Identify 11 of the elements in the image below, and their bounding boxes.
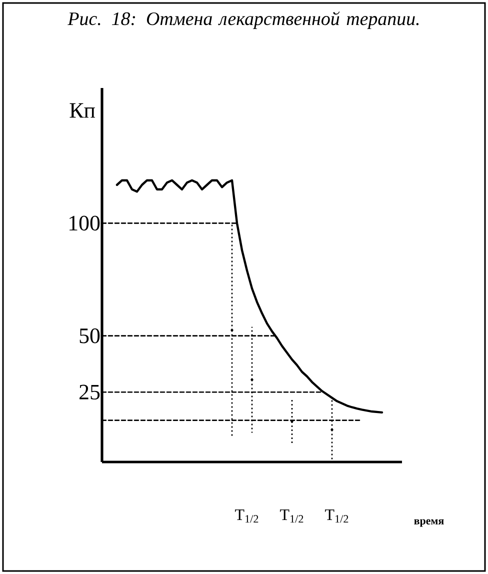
x-tick-label: T$_{1/2}$ (280, 510, 304, 523)
chart-title: Рис. 18: Отмена лекарственной терапии. (68, 12, 419, 30)
point (250, 378, 254, 382)
y-tick-label: 50 (80, 328, 100, 344)
y-axis-title: Кп (70, 103, 95, 118)
point (330, 428, 334, 432)
y-tick-label: 100 (70, 216, 100, 231)
x-tick-label: T$_{1/2}$ (325, 510, 348, 523)
y-tick-label: 25 (80, 384, 100, 400)
x-axis-title: время (414, 519, 444, 527)
x-tick-label: T$_{1/2}$ (235, 510, 258, 523)
